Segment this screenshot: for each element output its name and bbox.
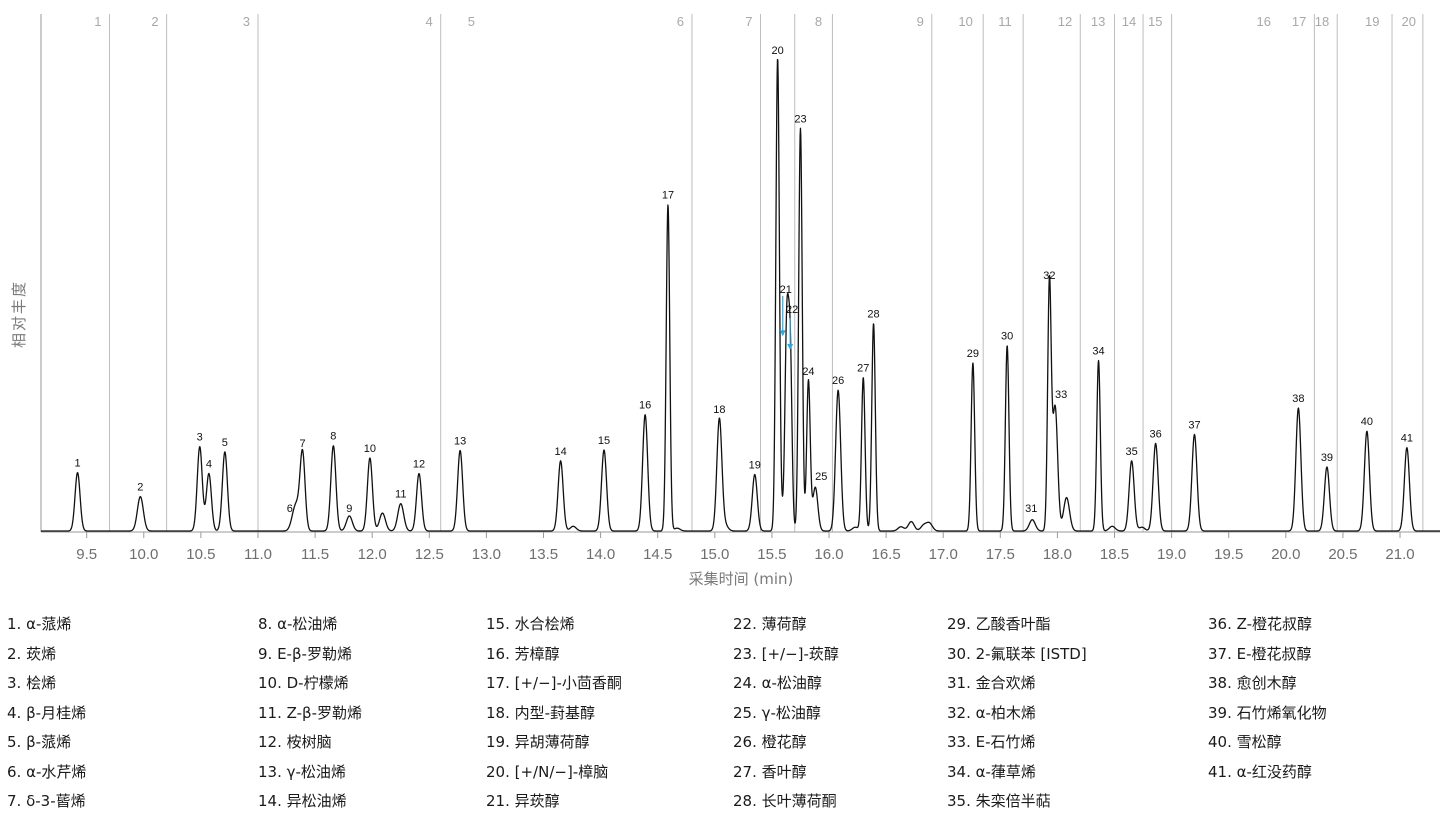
peak-label-9: 9 [346, 503, 352, 515]
x-tick-label: 16.5 [872, 546, 901, 563]
peak-label-21: 21 [780, 284, 792, 296]
peak-label-7: 7 [299, 438, 305, 450]
segment-label-14: 14 [1122, 14, 1136, 29]
peak-label-27: 27 [857, 362, 869, 374]
peak-label-35: 35 [1126, 446, 1138, 458]
peak-label-8: 8 [330, 431, 336, 443]
peak-label-20: 20 [771, 45, 783, 57]
peak-label-14: 14 [555, 446, 567, 458]
peak-label-1: 1 [74, 458, 80, 470]
peak-label-32: 32 [1043, 270, 1055, 282]
peak-arrows [779, 296, 794, 350]
peak-label-15: 15 [598, 435, 610, 447]
x-tick-label: 15.0 [700, 546, 729, 563]
segment-label-20: 20 [1402, 14, 1416, 29]
x-tick-label: 20.5 [1328, 546, 1357, 563]
peak-label-4: 4 [206, 459, 212, 471]
peak-label-22: 22 [786, 304, 798, 316]
y-axis-title: 相对丰度 [10, 280, 28, 348]
peak-label-34: 34 [1092, 345, 1104, 357]
peak-label-6: 6 [287, 503, 293, 515]
x-tick-label: 11.5 [301, 546, 329, 563]
peak-label-39: 39 [1321, 452, 1333, 464]
peak-label-41: 41 [1401, 433, 1413, 445]
peak-label-11: 11 [395, 489, 406, 501]
x-axis-title: 采集时间 (min) [689, 570, 794, 588]
x-tick-label: 16.0 [814, 546, 843, 563]
peak-label-38: 38 [1292, 393, 1304, 405]
segment-label-10: 10 [958, 14, 972, 29]
segment-label-15: 15 [1148, 14, 1162, 29]
segment-label-2: 2 [151, 14, 158, 29]
x-tick-label: 21.0 [1385, 546, 1414, 563]
segment-label-8: 8 [815, 14, 822, 29]
x-axis-ticks: 9.5 10.0 10.5 11.0 11.5 12.0 12.5 13.0 13.5 14.0 1… [76, 532, 1415, 563]
x-tick-label: 14.5 [643, 546, 672, 563]
x-tick-label: 17.5 [986, 546, 1015, 563]
peak-label-12: 12 [413, 459, 425, 471]
x-tick-label: 13.0 [472, 546, 501, 563]
peak-label-3: 3 [197, 432, 203, 444]
axes [40, 14, 1440, 533]
segment-label-1: 1 [94, 14, 101, 29]
peak-label-26: 26 [832, 375, 844, 387]
peak-label-18: 18 [713, 404, 725, 416]
x-tick-label: 17.0 [929, 546, 958, 563]
x-tick-label: 19.0 [1157, 546, 1186, 563]
segment-label-7: 7 [745, 14, 752, 29]
x-tick-label: 10.0 [129, 546, 158, 563]
peak-arrowhead-21 [779, 330, 786, 337]
segment-label-12: 12 [1058, 14, 1072, 29]
peak-label-10: 10 [364, 443, 376, 455]
x-tick-label: 18.0 [1043, 546, 1072, 563]
chromatogram-trace [40, 58, 1440, 532]
peak-label-40: 40 [1361, 416, 1373, 428]
x-tick-label: 18.5 [1100, 546, 1129, 563]
peak-label-24: 24 [802, 366, 814, 378]
peak-label-31: 31 [1025, 503, 1037, 515]
peak-label-28: 28 [867, 308, 879, 320]
segment-label-16: 16 [1257, 14, 1271, 29]
peak-label-23: 23 [794, 113, 806, 125]
peak-label-17: 17 [662, 190, 674, 202]
peak-label-25: 25 [815, 471, 827, 483]
segment-label-17: 17 [1292, 14, 1306, 29]
segment-dividers [109, 14, 1424, 532]
segment-label-5: 5 [468, 14, 475, 29]
x-tick-label: 13.5 [529, 546, 558, 563]
segment-label-6: 6 [677, 14, 684, 29]
peak-label-33: 33 [1055, 389, 1067, 401]
peak-labels: 1234567891011121314151617181920212223242… [74, 45, 1413, 515]
x-tick-label: 20.0 [1271, 546, 1300, 563]
segment-label-11: 11 [998, 14, 1012, 29]
x-tick-label: 14.0 [586, 546, 615, 563]
peak-arrowhead-22 [787, 343, 794, 350]
peak-label-36: 36 [1150, 428, 1162, 440]
x-tick-label: 11.0 [244, 546, 272, 563]
x-tick-label: 15.5 [757, 546, 786, 563]
x-tick-label: 12.0 [358, 546, 387, 563]
segment-label-13: 13 [1091, 14, 1105, 29]
peak-label-13: 13 [454, 435, 466, 447]
peak-label-5: 5 [222, 437, 228, 449]
peak-label-2: 2 [137, 482, 143, 494]
segment-label-3: 3 [243, 14, 250, 29]
x-tick-label: 12.5 [415, 546, 444, 563]
peak-label-30: 30 [1001, 330, 1013, 342]
peak-label-29: 29 [967, 348, 979, 360]
segment-label-4: 4 [425, 14, 432, 29]
segment-labels: 1 2 3 4 5 6 7 8 9 10 11 12 13 14 15 16 17 18 19 20 [94, 14, 1416, 29]
peak-label-16: 16 [639, 400, 651, 412]
segment-label-18: 18 [1315, 14, 1329, 29]
peak-label-19: 19 [749, 459, 761, 471]
peak-label-37: 37 [1188, 419, 1200, 431]
x-tick-label: 19.5 [1214, 546, 1243, 563]
segment-label-19: 19 [1365, 14, 1379, 29]
segment-label-9: 9 [917, 14, 924, 29]
x-tick-label: 9.5 [76, 546, 97, 563]
x-tick-label: 10.5 [186, 546, 215, 563]
